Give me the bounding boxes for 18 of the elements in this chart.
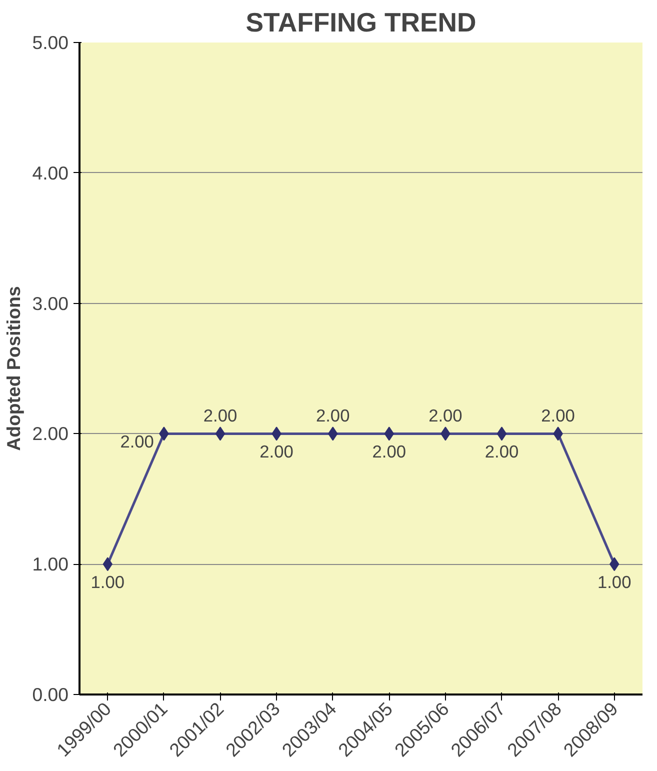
y-tick-label: 5.00 (32, 32, 68, 53)
data-label: 2.00 (120, 432, 154, 452)
chart-title: STAFFING TREND (246, 8, 476, 38)
data-label: 2.00 (372, 442, 406, 462)
y-tick-label: 3.00 (32, 292, 68, 314)
y-tick-label: 4.00 (32, 162, 68, 184)
data-label: 2.00 (260, 442, 294, 462)
data-label: 1.00 (90, 572, 125, 592)
data-label: 2.00 (428, 406, 462, 426)
data-label: 2.00 (203, 406, 238, 426)
y-axis-title: Adopted Positions (3, 286, 24, 451)
y-tick-label: 0.00 (32, 684, 68, 705)
data-label: 2.00 (484, 442, 519, 462)
data-label: 1.00 (597, 572, 632, 592)
y-tick-label: 2.00 (32, 423, 68, 444)
data-label: 2.00 (541, 406, 575, 426)
y-tick-label: 1.00 (32, 554, 68, 575)
data-label: 2.00 (316, 406, 350, 426)
